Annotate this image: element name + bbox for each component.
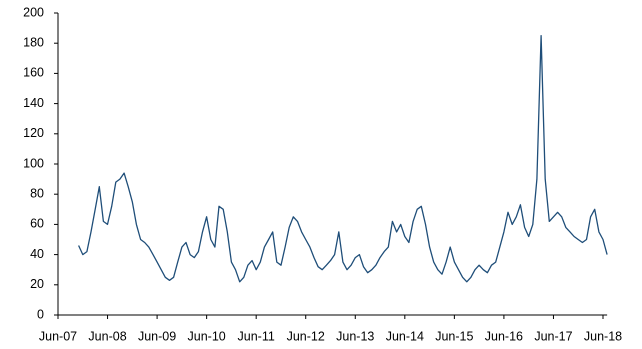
y-tick-label: 120 [23,126,44,140]
y-tick-label: 180 [23,35,44,49]
y-tick-label: 40 [30,247,44,261]
x-tick-label: Jun-10 [188,329,226,343]
x-tick-label: Jun-12 [287,329,325,343]
x-tick-label: Jun-13 [336,329,374,343]
x-tick-label: Jun-08 [88,329,126,343]
y-tick-label: 0 [37,307,44,321]
x-tick-label: Jun-11 [238,329,275,343]
x-tick-label: Jun-18 [584,329,622,343]
x-tick-label: Jun-14 [386,329,424,343]
y-tick-label: 140 [23,96,44,110]
data-line [78,34,608,283]
x-tick-label: Jun-17 [534,329,572,343]
y-tick-label: 60 [30,217,44,231]
y-tick-label: 100 [23,156,44,170]
y-tick-label: 160 [23,66,44,80]
y-tick-label: 20 [30,277,44,291]
x-tick-label: Jun-16 [485,329,523,343]
x-tick-label: Jun-09 [138,329,176,343]
y-tick-label: 80 [30,186,44,200]
x-tick-label: Jun-07 [39,329,77,343]
x-tick-label: Jun-15 [435,329,473,343]
y-tick-label: 200 [23,5,44,19]
